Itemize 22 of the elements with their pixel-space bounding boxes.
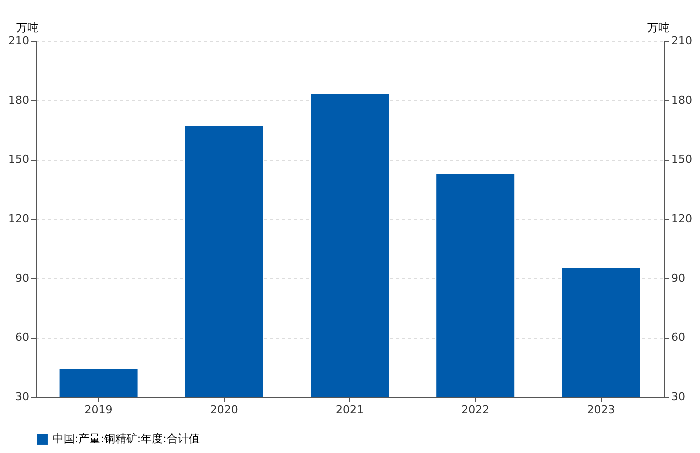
- y-tick-label: 30: [16, 390, 30, 404]
- y2-tick-label: 90: [672, 272, 686, 285]
- x-tick-label: 2019: [84, 404, 113, 416]
- x-tick-label: 2023: [587, 404, 616, 416]
- y-tick-label: 120: [8, 212, 30, 226]
- y-axis-title: 万吨: [16, 22, 38, 34]
- y2-tick-label: 120: [672, 212, 692, 226]
- y2-tick-label: 60: [672, 331, 686, 344]
- x-tick-label: 2022: [462, 404, 490, 416]
- y2-tick-label: 180: [672, 94, 692, 107]
- x-tick-label: 2021: [336, 404, 364, 416]
- y-tick-label: 150: [8, 153, 30, 166]
- y2-tick-label: 150: [672, 153, 692, 166]
- y-tick-label: 180: [8, 94, 30, 107]
- y-tick-label: 210: [8, 34, 30, 48]
- y2-tick-label: 210: [672, 34, 692, 48]
- legend-label: 中国:产量:铜精矿:年度:合计值: [53, 432, 200, 446]
- y-tick-label: 60: [16, 331, 30, 344]
- y2-tick-label: 30: [672, 390, 686, 404]
- y2-axis-title: 万吨: [648, 22, 670, 34]
- x-tick-label: 2020: [210, 404, 238, 416]
- y-tick-label: 90: [16, 272, 30, 285]
